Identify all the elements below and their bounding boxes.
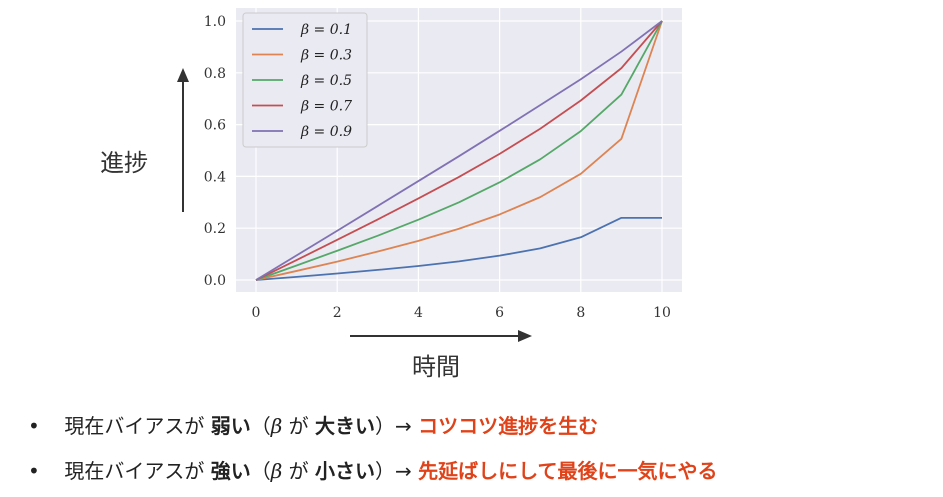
bullet-prefix: 現在バイアスが	[64, 414, 205, 438]
progress-chart: 0 2 4 6 8 10 0.00.20.40.60.81.0 β = 0.1β = 0.…	[177, 8, 682, 342]
legend-label: β = 0.9	[300, 124, 352, 140]
y-tick-label: 0.2	[204, 221, 226, 237]
y-tick-label: 0.0	[204, 273, 226, 289]
y-tick-label: 1.0	[204, 14, 226, 30]
legend-box	[242, 12, 368, 148]
bullet-result: コツコツ進捗を生む	[418, 414, 599, 438]
y-arrow	[177, 68, 189, 212]
x-tick-labels: 0 2 4 6 8 10	[252, 305, 671, 321]
bullet-prefix: 現在バイアスが	[64, 459, 205, 483]
x-tick-label: 10	[653, 305, 671, 321]
bullet-beta: β	[270, 459, 283, 483]
x-tick-label: 0	[252, 305, 261, 321]
x-tick-label: 4	[414, 305, 423, 321]
y-axis-label: 進捗	[100, 149, 148, 177]
bullet-paren-open: （	[250, 459, 271, 483]
bullet-result: 先延ばしにして最後に一気にやる	[418, 459, 718, 483]
series-line	[255, 216, 662, 281]
x-arrow	[350, 330, 532, 342]
legend-label: β = 0.1	[300, 22, 352, 38]
series-line	[255, 20, 663, 281]
bullet-size: 大きい	[315, 414, 375, 438]
x-tick-label: 2	[333, 305, 342, 321]
series-line	[255, 20, 663, 281]
series-line	[255, 20, 663, 281]
bullet-paren-close: ）→	[375, 414, 412, 438]
bullet-line-1: • 現在バイアスが 弱い（β が 大きい）→ コツコツ進捗を生む	[28, 410, 598, 439]
legend-label: β = 0.3	[300, 48, 352, 64]
bullet-line-2: • 現在バイアスが 強い（β が 小さい）→ 先延ばしにして最後に一気にやる	[28, 455, 718, 484]
x-tick-label: 6	[495, 305, 504, 321]
bullet-strength: 弱い	[210, 414, 251, 438]
bullet-mark: •	[28, 414, 40, 438]
x-tick-label: 8	[576, 305, 585, 321]
series-lines	[255, 20, 663, 281]
bullet-paren-close: ）→	[375, 459, 412, 483]
bullet-strength: 強い	[210, 459, 251, 483]
bullet-ga: が	[288, 414, 309, 438]
bullet-paren-open: （	[250, 414, 271, 438]
y-tick-labels: 0.0 0.2 0.4 0.6 0.8 1.0	[204, 14, 226, 289]
series-line	[255, 20, 663, 281]
bullet-beta: β	[270, 414, 283, 438]
legend: β = 0.1 β = 0.3 β = 0.5 β = 0.7 β = 0.9	[242, 12, 368, 148]
bullet-size: 小さい	[315, 459, 375, 483]
legend-label: β = 0.5	[300, 73, 352, 89]
y-tick-label: 0.4	[204, 169, 226, 185]
bullet-ga: が	[288, 459, 309, 483]
x-axis-label: 時間	[412, 353, 460, 381]
legend-label: β = 0.7	[300, 99, 352, 115]
y-tick-label: 0.8	[204, 66, 226, 82]
y-tick-label: 0.6	[204, 118, 226, 134]
grid	[236, 8, 682, 292]
bullet-mark: •	[28, 459, 40, 483]
